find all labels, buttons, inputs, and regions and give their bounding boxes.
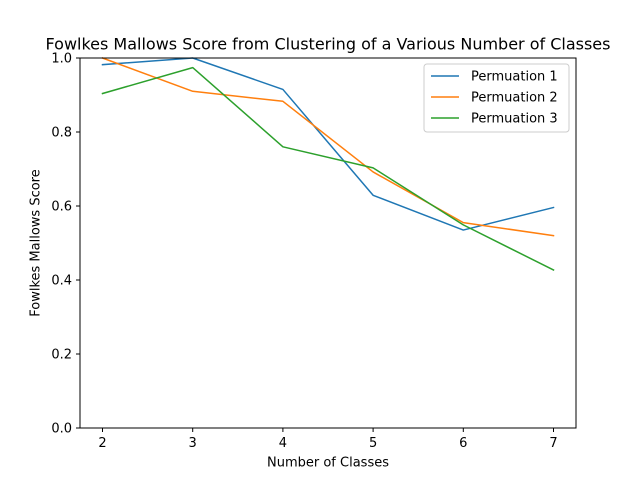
legend-label-2: Permuation 2 (471, 91, 558, 106)
x-tick-label: 3 (189, 436, 197, 451)
series-line-2 (101, 57, 555, 237)
y-tick-label: 0.4 (51, 274, 72, 289)
y-tick-label: 0.2 (51, 348, 72, 363)
y-axis-ticks: 0.0 0.2 0.4 0.6 0.8 1.0 (51, 52, 80, 437)
series-line-3 (101, 66, 555, 272)
legend-label-1: Permuation 1 (471, 70, 558, 85)
legend-label-3: Permuation 3 (471, 112, 558, 127)
y-tick-label: 0.0 (51, 422, 72, 437)
chart-title: Fowlkes Mallows Score from Clustering of… (46, 35, 611, 54)
x-axis-label: Number of Classes (267, 456, 389, 471)
y-axis-label: Fowlkes Mallows Score (29, 169, 44, 317)
x-tick-label: 2 (98, 436, 106, 451)
series-line-1 (101, 57, 555, 231)
y-tick-label: 1.0 (51, 52, 72, 67)
x-tick-label: 6 (459, 436, 467, 451)
x-tick-label: 7 (549, 436, 557, 451)
x-tick-label: 4 (279, 436, 287, 451)
plot-lines (101, 57, 555, 272)
x-axis-ticks: 2 3 4 5 6 7 (98, 428, 558, 451)
legend: Permuation 1 Permuation 2 Permuation 3 (423, 63, 570, 133)
legend-box (423, 63, 570, 133)
y-tick-label: 0.6 (51, 200, 72, 215)
plot-frame (79, 57, 577, 429)
y-tick-label: 0.8 (51, 126, 72, 141)
x-tick-label: 5 (369, 436, 377, 451)
